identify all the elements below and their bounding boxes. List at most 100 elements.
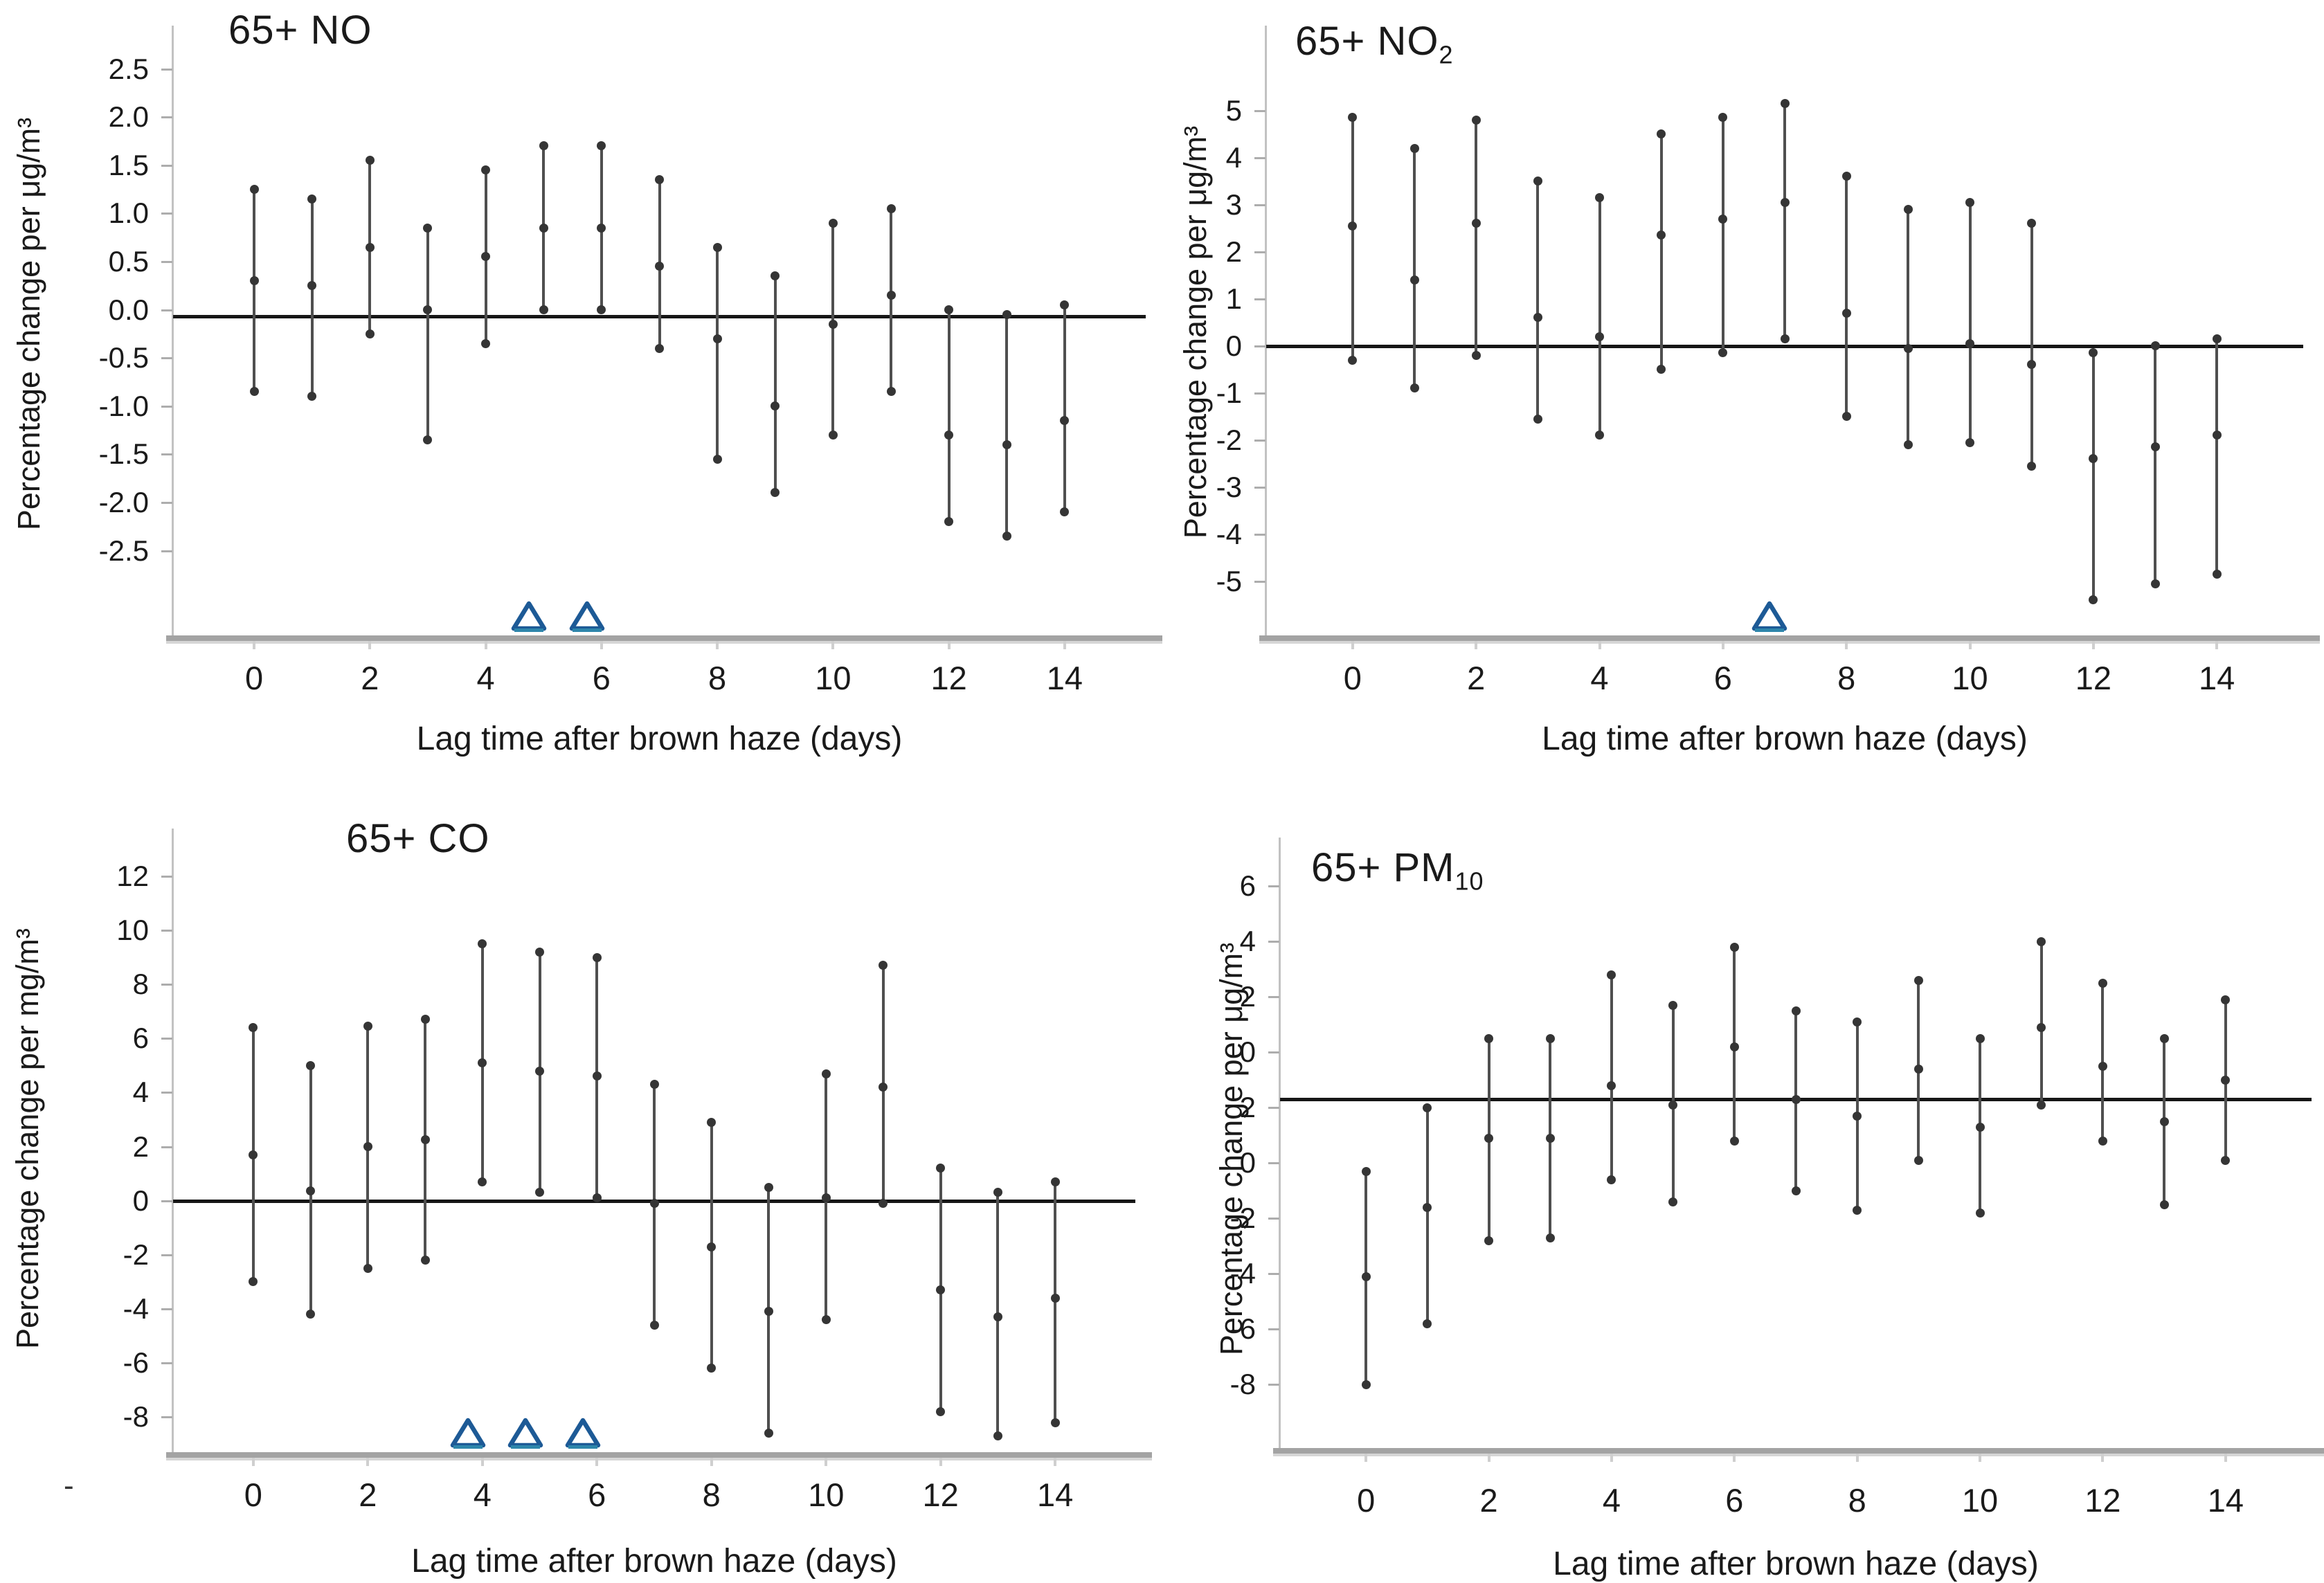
x-tick-mark — [1475, 641, 1478, 649]
lower-ci-dot — [655, 343, 664, 353]
center-estimate-dot — [821, 1193, 831, 1203]
y-tick-label: -1.5 — [98, 437, 149, 471]
x-tick-label: 8 — [702, 1476, 721, 1513]
lower-ci-dot — [1729, 1136, 1739, 1146]
x-tick-label: 0 — [244, 1476, 262, 1513]
y-tick-label: -2 — [1216, 423, 1242, 456]
upper-ci-dot — [2150, 341, 2160, 351]
x-tick-mark — [368, 641, 372, 649]
error-bar — [2091, 352, 2095, 600]
significance-triangle-svg — [565, 1418, 600, 1449]
error-bar — [2154, 345, 2156, 584]
center-estimate-dot — [539, 223, 548, 233]
center-estimate-dot — [707, 1242, 717, 1251]
x-tick-label: 4 — [473, 1476, 492, 1513]
upper-ci-dot — [2027, 219, 2037, 228]
y-tick-label: 4 — [132, 1076, 149, 1109]
x-tick-label: 6 — [588, 1476, 606, 1513]
x-tick-label: 6 — [1725, 1482, 1744, 1519]
x-tick-mark — [939, 1458, 942, 1466]
x-tick-mark — [251, 1458, 255, 1466]
x-tick-mark — [484, 641, 487, 649]
upper-ci-dot — [481, 165, 491, 175]
x-tick-label: 12 — [922, 1476, 959, 1513]
x-tick-label: 4 — [1602, 1482, 1621, 1519]
center-estimate-dot — [478, 1058, 487, 1067]
y-tick-mark — [1268, 1051, 1279, 1053]
upper-ci-dot — [306, 1060, 316, 1070]
lower-ci-dot — [1657, 365, 1666, 374]
x-tick-label: 2 — [1479, 1482, 1498, 1519]
lower-ci-dot — [1903, 440, 1913, 450]
lower-ci-dot — [821, 1315, 831, 1325]
panel-title: 65+ NO2 — [1295, 18, 1454, 67]
y-tick-label: -2 — [123, 1238, 149, 1271]
center-estimate-dot — [592, 1071, 602, 1081]
upper-ci-dot — [1484, 1033, 1494, 1043]
center-estimate-dot — [535, 1066, 545, 1076]
error-bar — [1845, 176, 1848, 417]
x-tick-label: 4 — [1590, 660, 1609, 696]
upper-ci-dot — [821, 1069, 831, 1078]
y-tick-label: -3 — [1216, 470, 1242, 503]
error-bar — [1536, 181, 1540, 419]
y-tick-label: 1 — [1225, 282, 1242, 315]
lower-ci-dot — [597, 305, 606, 315]
center-estimate-dot — [307, 281, 317, 291]
x-tick-label: 0 — [1343, 660, 1362, 696]
center-estimate-dot — [1729, 1042, 1739, 1051]
center-estimate-dot — [1533, 313, 1542, 323]
center-estimate-dot — [879, 1083, 888, 1092]
x-tick-label: 10 — [815, 660, 852, 696]
lower-ci-dot — [2089, 595, 2098, 605]
x-tick-label: 0 — [245, 660, 264, 696]
y-tick-label: 2 — [1239, 1091, 1256, 1123]
center-estimate-dot — [1595, 332, 1604, 341]
y-tick-mark — [161, 405, 172, 408]
x-tick-mark — [1487, 1454, 1490, 1462]
significance-triangle-svg — [569, 601, 605, 632]
center-estimate-dot — [1913, 1064, 1923, 1074]
lower-ci-dot — [1853, 1205, 1862, 1215]
upper-ci-dot — [1841, 172, 1851, 181]
significance-triangle-svg — [512, 601, 547, 632]
y-tick-mark — [1254, 392, 1265, 395]
x-tick-mark — [600, 641, 603, 649]
error-bar — [1063, 305, 1066, 512]
significance-triangle-icon — [564, 1418, 602, 1449]
upper-ci-dot — [1965, 197, 1974, 207]
x-tick-mark — [831, 641, 835, 649]
x-tick-label: 8 — [1848, 1482, 1866, 1519]
upper-ci-dot — [1668, 1000, 1678, 1010]
center-estimate-dot — [936, 1285, 946, 1295]
y-tick-mark — [1254, 439, 1265, 442]
upper-ci-dot — [1729, 942, 1739, 952]
significance-triangle-icon — [1751, 601, 1788, 633]
x-axis-title: Lag time after brown haze (days) — [416, 721, 903, 757]
upper-ci-dot — [1791, 1006, 1801, 1015]
y-tick-mark — [1268, 941, 1279, 943]
x-axis-line — [166, 635, 1162, 641]
x-tick-mark — [1610, 1454, 1613, 1462]
upper-ci-dot — [771, 271, 780, 281]
error-bar — [2215, 338, 2219, 575]
x-tick-label: 6 — [592, 660, 611, 696]
y-tick-label: -2.0 — [98, 485, 149, 518]
upper-ci-dot — [1409, 143, 1419, 153]
upper-ci-dot — [1545, 1033, 1555, 1043]
panel-title-text: 65+ CO — [346, 816, 490, 861]
y-tick-mark — [161, 1092, 172, 1094]
center-estimate-dot — [1348, 221, 1358, 230]
lower-ci-dot — [1545, 1233, 1555, 1242]
y-tick-mark — [161, 212, 172, 215]
lower-ci-dot — [1965, 437, 1974, 447]
y-tick-label: -4 — [123, 1292, 149, 1325]
y-tick-mark — [1268, 1273, 1279, 1275]
upper-ci-dot — [363, 1022, 372, 1031]
y-tick-label: 2.5 — [108, 52, 149, 85]
upper-ci-dot — [649, 1080, 659, 1089]
upper-ci-dot — [936, 1164, 946, 1173]
x-axis-line — [1273, 1448, 2324, 1454]
y-tick-mark — [1254, 298, 1265, 300]
y-tick-mark — [161, 1416, 172, 1419]
